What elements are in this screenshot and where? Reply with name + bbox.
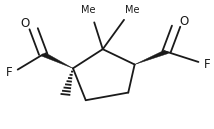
Text: Me: Me: [81, 5, 95, 15]
Text: O: O: [21, 17, 30, 30]
Text: O: O: [179, 15, 188, 28]
Text: Me: Me: [125, 5, 140, 15]
Text: F: F: [204, 58, 210, 71]
Polygon shape: [41, 53, 73, 68]
Text: F: F: [6, 66, 12, 79]
Polygon shape: [135, 50, 168, 64]
